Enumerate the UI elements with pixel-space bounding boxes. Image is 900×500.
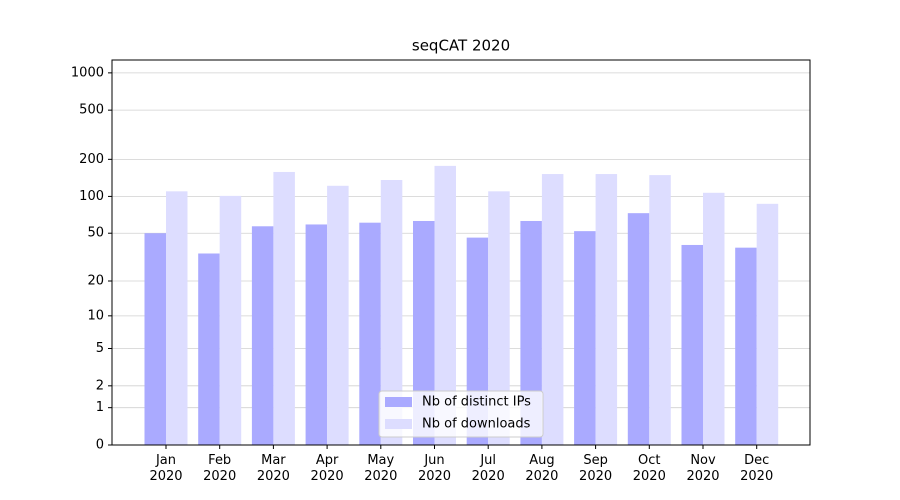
x-tick-label: Jul 2020 [471,453,505,484]
legend-label: Nb of distinct IPs [422,395,531,410]
y-tick-label: 1 [96,400,104,415]
x-tick-label: Mar 2020 [256,453,290,484]
bar [520,220,542,445]
bar [649,175,671,445]
bar [574,231,596,445]
bar [703,192,725,445]
y-tick-label: 20 [87,274,104,289]
y-tick-label: 0 [96,438,104,453]
x-tick-label: Jun 2020 [417,453,452,484]
x-tick-label: Sep 2020 [579,453,613,484]
y-tick-label: 2 [96,378,104,393]
x-tick-label: Feb 2020 [203,453,237,484]
y-tick-label: 500 [79,103,104,118]
bar [541,174,564,445]
bar [735,247,757,445]
bar [198,253,220,445]
y-tick-label: 50 [87,226,104,241]
legend: Nb of distinct IPs Nb of downloads [378,390,544,438]
x-tick-label: Nov 2020 [686,453,720,484]
x-tick-label: Dec 2020 [740,453,774,484]
legend-label: Nb of downloads [422,417,531,432]
chart-title: seqCAT 2020 [412,37,510,55]
y-tick-label: 100 [79,189,104,204]
bar [488,191,510,445]
y-tick-label: 1000 [71,65,104,80]
plot-frame [111,59,811,446]
x-tick-label: Oct 2020 [632,453,666,484]
y-tick-label: 10 [87,308,104,323]
y-tick-label: 5 [96,341,104,356]
bar [380,179,403,445]
bar [681,244,703,445]
bar [166,191,188,445]
x-tick-label: Apr 2020 [310,453,344,484]
y-tick-label: 200 [79,152,104,167]
bar [627,213,650,445]
bar [434,165,456,445]
bar [359,222,381,445]
x-tick-label: Jan 2020 [149,453,183,484]
legend-swatch [385,397,412,407]
bar [144,233,166,445]
bar [327,185,349,446]
x-tick-label: Aug 2020 [525,453,559,484]
bar [595,174,618,445]
x-tick-label: May 2020 [364,453,398,484]
bar [305,224,328,445]
bar [756,203,779,445]
bar [251,226,274,445]
bar [273,171,295,445]
bar [413,220,435,445]
legend-swatch [385,419,412,429]
legend-frame [378,390,544,438]
bar [219,195,242,445]
